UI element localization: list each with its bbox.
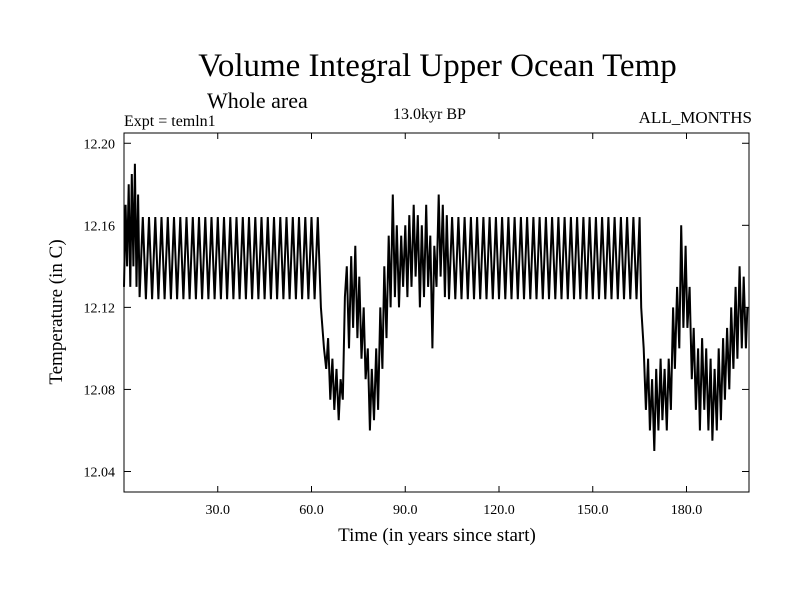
- y-tick-label: 12.04: [84, 465, 116, 480]
- y-tick-label: 12.16: [84, 219, 116, 234]
- y-axis-ticks: 12.04 12.08 12.12 12.16 12.20: [84, 137, 749, 480]
- y-tick-label: 12.20: [84, 137, 116, 152]
- y-tick-label: 12.08: [84, 383, 116, 398]
- y-tick-label: 12.12: [84, 301, 116, 316]
- x-tick-label: 30.0: [206, 503, 231, 518]
- x-tick-label: 60.0: [299, 503, 324, 518]
- experiment-label: Expt = temln1: [124, 113, 216, 130]
- x-axis-label: Time (in years since start): [338, 525, 536, 546]
- y-axis-label: Temperature (in C): [46, 239, 67, 384]
- period-label: 13.0kyr BP: [393, 106, 466, 123]
- chart-subtitle: Whole area: [207, 88, 308, 113]
- x-tick-label: 120.0: [483, 503, 515, 518]
- temperature-series-line: [123, 163, 749, 452]
- x-tick-label: 180.0: [671, 503, 703, 518]
- x-tick-label: 90.0: [393, 503, 418, 518]
- chart-title: Volume Integral Upper Ocean Temp: [198, 48, 677, 84]
- plot-frame: [123, 132, 750, 493]
- x-tick-label: 150.0: [577, 503, 609, 518]
- months-label: ALL_MONTHS: [638, 108, 752, 127]
- x-axis-ticks: 30.0 60.0 90.0 120.0 150.0 180.0: [206, 133, 703, 518]
